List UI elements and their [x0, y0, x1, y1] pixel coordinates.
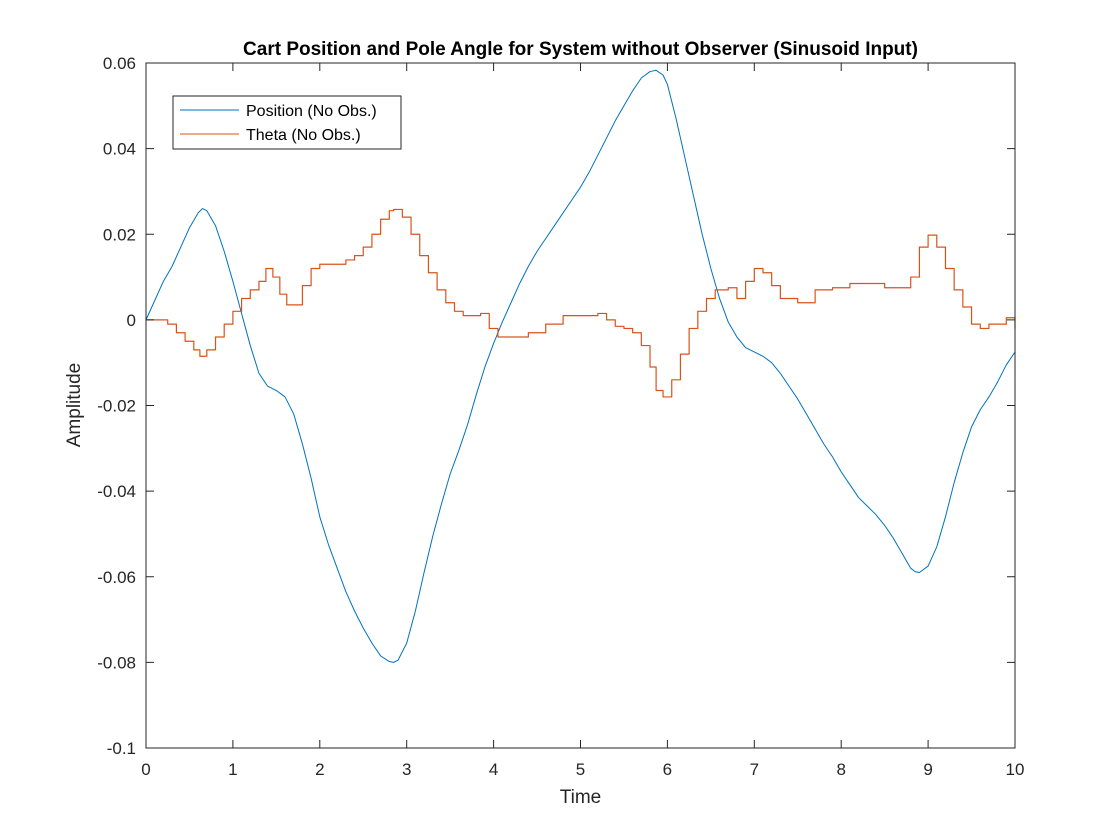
- x-tick-label: 7: [750, 760, 759, 779]
- x-tick-label: 2: [315, 760, 324, 779]
- series-line-theta: [146, 208, 1016, 398]
- x-tick-label: 0: [141, 760, 150, 779]
- y-tick-label: 0.06: [103, 54, 136, 73]
- y-tick-label: 0: [127, 311, 136, 330]
- y-axis-label: Amplitude: [64, 363, 85, 448]
- x-tick-label: 4: [489, 760, 498, 779]
- x-axis-ticks: 0 1 2 3 4 5 6 7 8 9 10: [141, 63, 1024, 779]
- y-tick-label: -0.02: [97, 397, 136, 416]
- x-tick-label: 9: [923, 760, 932, 779]
- legend: Position (No Obs.) Theta (No Obs.): [172, 95, 402, 150]
- plot-area: [146, 63, 1015, 748]
- x-tick-label: 10: [1006, 760, 1025, 779]
- y-axis-ticks: -0.1 -0.08 -0.06 -0.04 -0.02 0 0.02 0.04 0.06: [97, 54, 1015, 758]
- x-tick-label: 5: [576, 760, 585, 779]
- data-lines: [145, 69, 1016, 663]
- y-tick-label: 0.02: [103, 225, 136, 244]
- y-tick-label: -0.08: [97, 653, 136, 672]
- chart-title: Cart Position and Pole Angle for System …: [243, 39, 918, 60]
- y-tick-label: -0.1: [107, 739, 136, 758]
- x-tick-label: 8: [836, 760, 845, 779]
- legend-label-theta: Theta (No Obs.): [246, 127, 361, 144]
- y-tick-label: -0.04: [97, 482, 136, 501]
- x-tick-label: 6: [663, 760, 672, 779]
- x-tick-label: 3: [402, 760, 411, 779]
- y-tick-label: -0.06: [97, 568, 136, 587]
- y-tick-label: 0.04: [103, 140, 136, 159]
- legend-box: [172, 95, 402, 150]
- series-line-position: [145, 69, 1016, 663]
- x-tick-label: 1: [228, 760, 237, 779]
- x-axis-label: Time: [560, 787, 602, 808]
- legend-label-position: Position (No Obs.): [246, 103, 377, 120]
